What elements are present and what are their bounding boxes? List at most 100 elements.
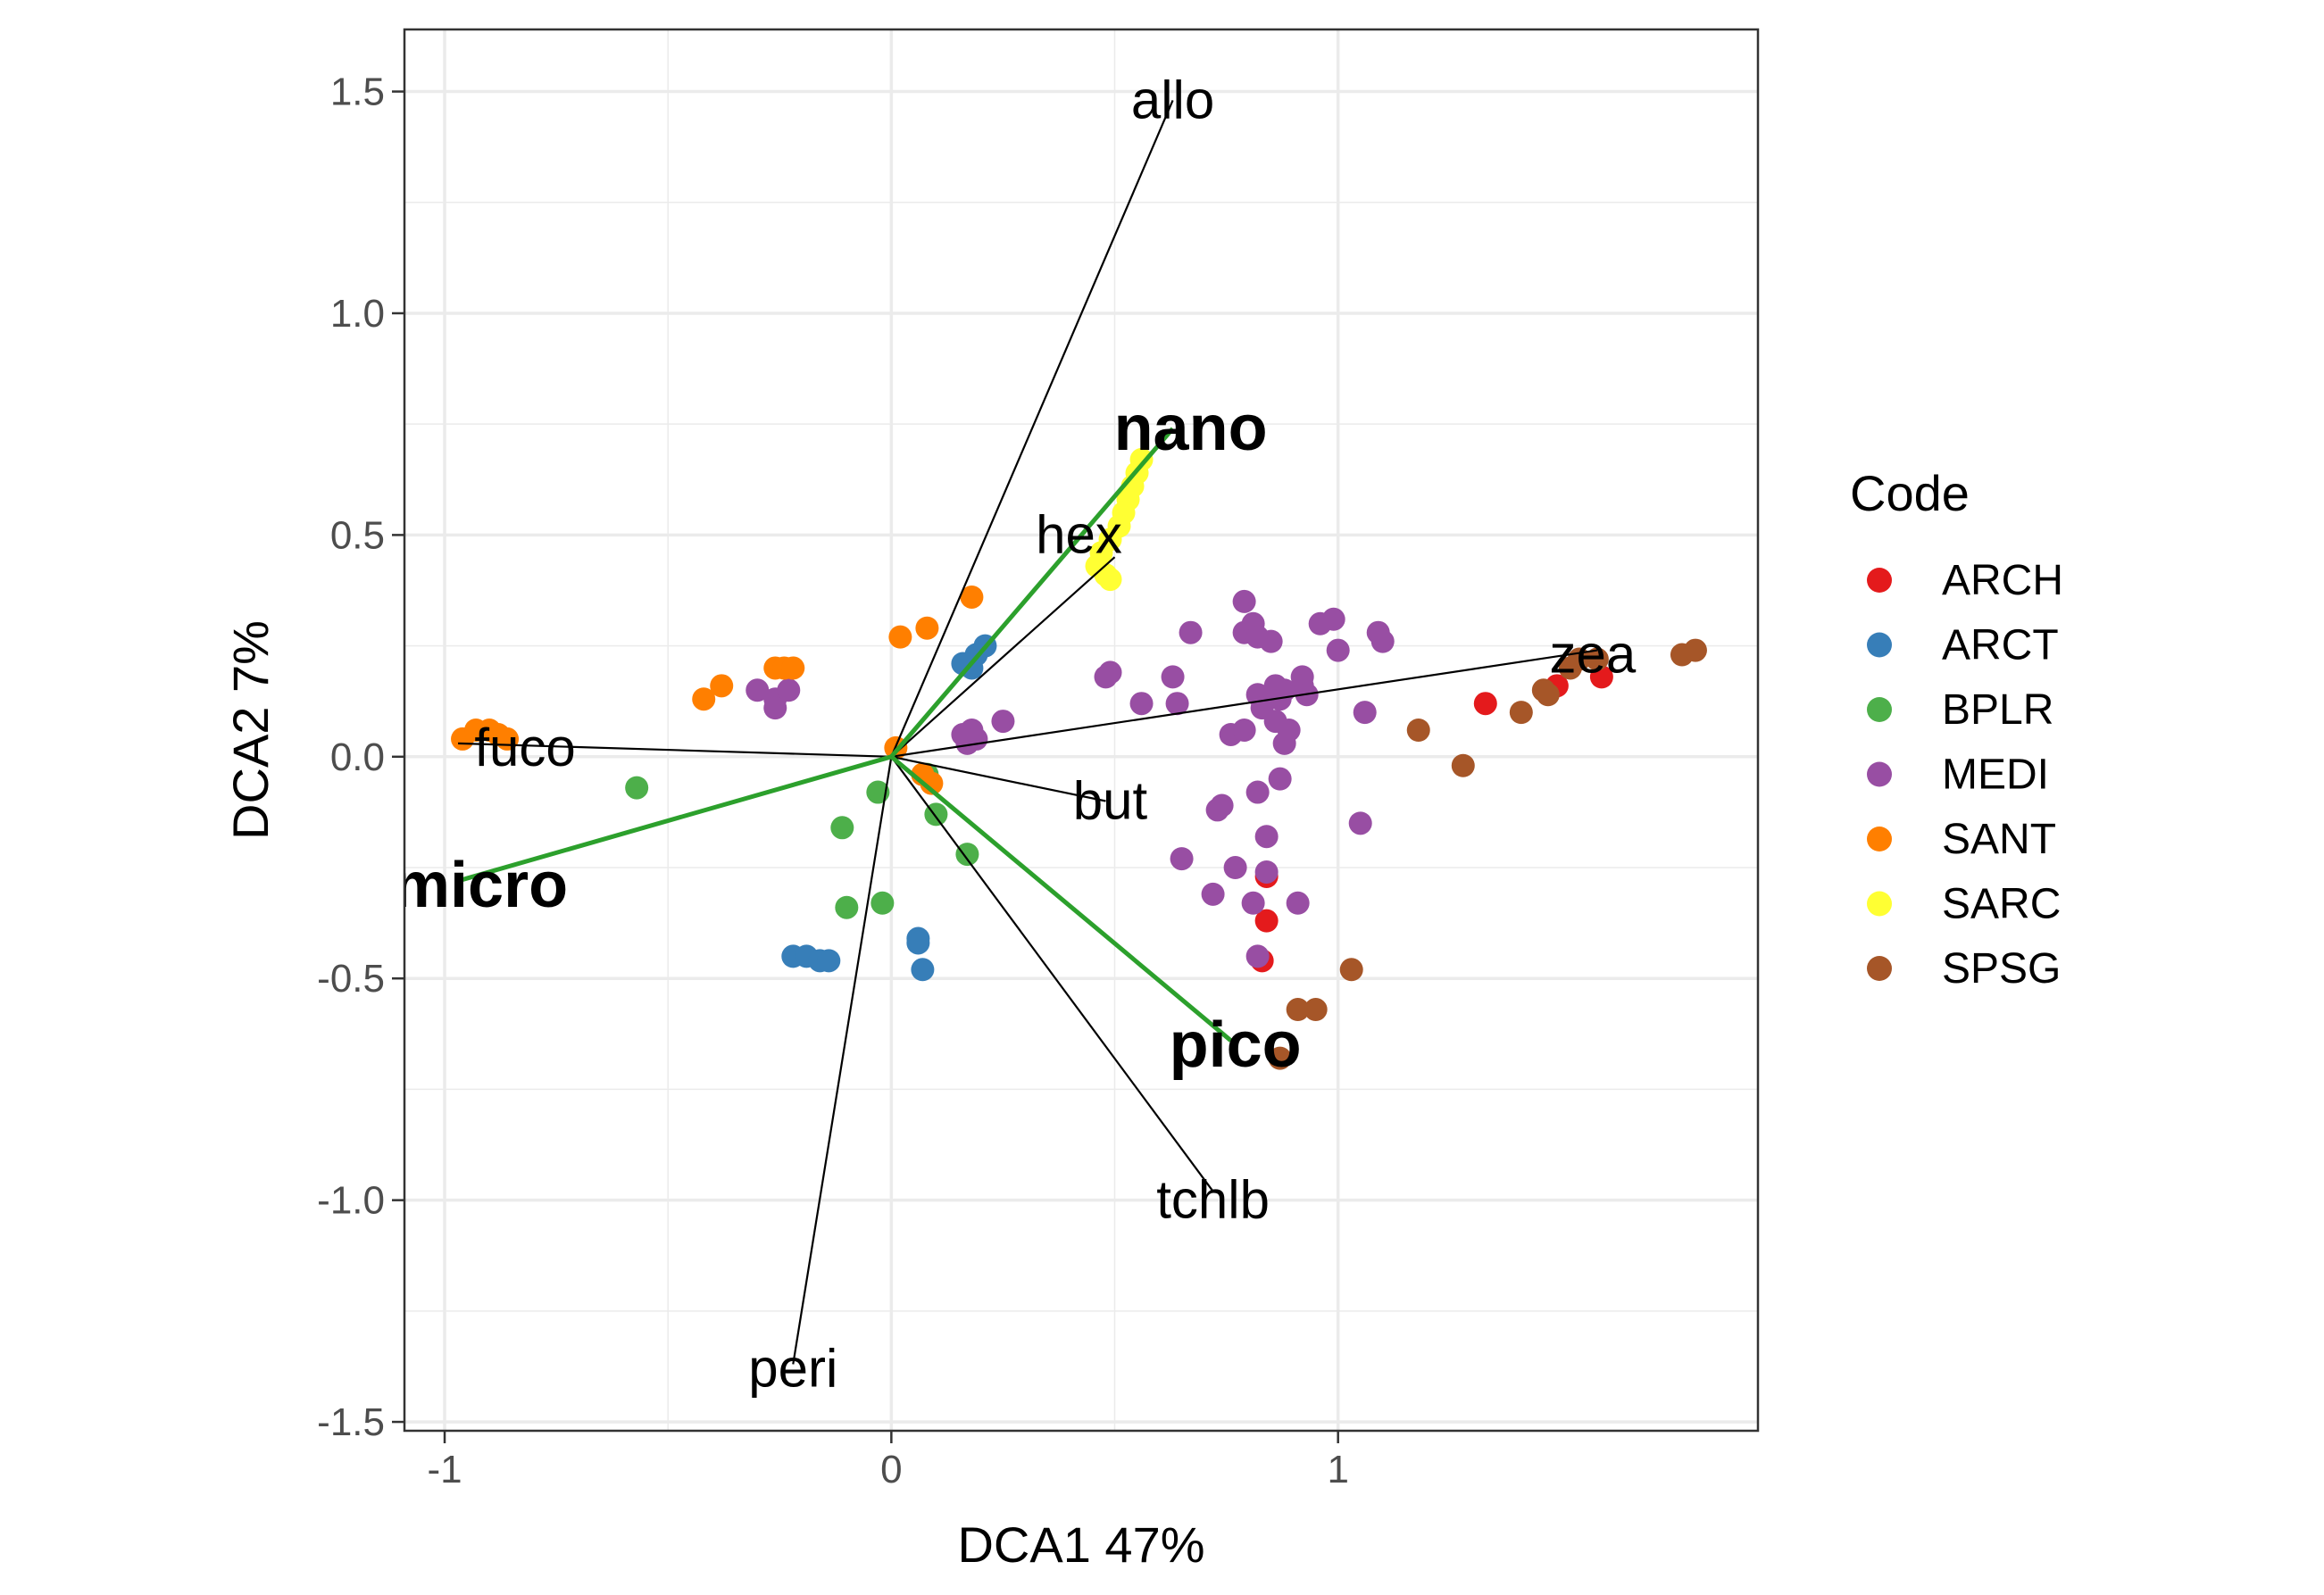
- legend-key-medi: [1867, 761, 1892, 787]
- data-point-medi: [1277, 719, 1301, 742]
- legend-key-spsg: [1867, 956, 1892, 981]
- data-point-spsg: [1406, 719, 1430, 742]
- data-point-sarc: [1098, 568, 1122, 592]
- data-point-bplr: [870, 891, 895, 915]
- x-tick-label: 0: [880, 1448, 902, 1491]
- y-tick-label: -1.5: [317, 1400, 385, 1444]
- data-point-medi: [964, 727, 988, 751]
- data-point-medi: [1129, 692, 1154, 716]
- legend-key-arch: [1867, 568, 1892, 593]
- data-point-sant: [960, 585, 984, 609]
- pigment-vector-zea: [891, 649, 1598, 758]
- legend-title: Code: [1850, 465, 1970, 521]
- data-point-sant: [888, 625, 912, 649]
- pigment-label-fuco: fuco: [474, 718, 575, 777]
- data-point-medi: [763, 696, 787, 720]
- data-point-medi: [1232, 589, 1256, 613]
- size-class-label-nano: nano: [1114, 393, 1268, 464]
- pigment-label-tchlb: tchlb: [1156, 1170, 1270, 1230]
- data-point-spsg: [1339, 958, 1363, 982]
- legend-label-spsg: SPSG: [1942, 945, 2061, 993]
- legend-label-sant: SANT: [1942, 816, 2056, 863]
- legend-key-sant: [1867, 827, 1892, 851]
- data-point-medi: [991, 710, 1015, 734]
- data-point-spsg: [1304, 998, 1328, 1022]
- data-point-bplr: [625, 776, 649, 800]
- data-point-arct: [911, 958, 935, 982]
- pigment-vector-tchlb: [890, 756, 1214, 1192]
- y-tick-label: 0.5: [330, 513, 385, 557]
- data-point-bplr: [835, 895, 859, 919]
- data-point-medi: [1241, 891, 1265, 915]
- size-class-vector-pico: [889, 754, 1233, 1043]
- data-point-medi: [1245, 780, 1270, 804]
- data-point-arch: [1473, 692, 1497, 716]
- data-point-medi: [1232, 719, 1256, 742]
- data-point-sant: [710, 674, 734, 698]
- legend-label-arch: ARCH: [1942, 557, 2063, 604]
- y-tick-label: 1.5: [330, 71, 385, 114]
- data-point-medi: [777, 678, 801, 702]
- data-point-medi: [1286, 891, 1310, 915]
- size-class-label-pico: pico: [1170, 1009, 1302, 1081]
- data-point-medi: [1161, 665, 1185, 689]
- legend-key-arct: [1867, 632, 1892, 658]
- data-point-medi: [1321, 607, 1345, 631]
- data-point-bplr: [955, 843, 979, 867]
- y-tick-label: 1.0: [330, 292, 385, 336]
- data-point-spsg: [1286, 998, 1310, 1022]
- legend: Code ARCH ARCT BPLR MEDI SANT SARC SPSG: [1850, 465, 2063, 993]
- x-tick-label: -1: [427, 1448, 462, 1491]
- vector-labels: allo hex fuco but zea tchlb peri nano micro pico: [393, 70, 1637, 1398]
- pigment-vector-hex: [890, 556, 1116, 758]
- x-axis-title: DCA1 47%: [957, 1516, 1204, 1573]
- legend-label-bplr: BPLR: [1942, 686, 2053, 734]
- pigment-vector-peri: [792, 756, 893, 1365]
- data-point-medi: [1179, 620, 1203, 644]
- data-point-medi: [1223, 856, 1247, 880]
- legend-label-medi: MEDI: [1942, 752, 2049, 799]
- pigment-label-peri: peri: [748, 1338, 837, 1398]
- data-point-arch: [1254, 909, 1279, 933]
- pigment-label-allo: allo: [1131, 70, 1214, 129]
- data-point-medi: [1254, 860, 1279, 884]
- y-tick-label: -1.0: [317, 1179, 385, 1223]
- y-tick-label: 0.0: [330, 735, 385, 779]
- data-point-medi: [1254, 825, 1279, 849]
- data-point-medi: [1326, 638, 1350, 662]
- pigment-vector-allo: [890, 100, 1174, 758]
- data-point-sant: [692, 687, 716, 711]
- data-point-spsg: [1683, 638, 1707, 662]
- x-axis: -1 0 1: [427, 1431, 1349, 1491]
- data-point-medi: [1353, 701, 1377, 725]
- sample-points: [451, 447, 1707, 1070]
- pigment-label-hex: hex: [1036, 504, 1122, 564]
- legend-key-sarc: [1867, 891, 1892, 917]
- data-point-spsg: [1585, 647, 1609, 671]
- data-point-medi: [1370, 629, 1395, 653]
- panel-border: [403, 28, 1760, 1433]
- data-point-spsg: [1536, 683, 1560, 707]
- data-point-spsg: [1268, 1046, 1292, 1070]
- data-point-medi: [1201, 882, 1225, 906]
- pigment-vector-fuco: [458, 742, 892, 758]
- data-point-medi: [746, 678, 770, 702]
- data-point-medi: [1259, 629, 1283, 653]
- loading-vectors: [457, 100, 1598, 1365]
- size-class-label-micro: micro: [393, 850, 568, 921]
- data-point-medi: [1268, 767, 1292, 791]
- y-tick-label: -0.5: [317, 957, 385, 1001]
- data-point-medi: [1098, 660, 1122, 685]
- data-point-arct: [817, 949, 841, 973]
- x-tick-label: 1: [1327, 1448, 1348, 1491]
- data-point-arct: [906, 931, 930, 955]
- data-point-spsg: [1451, 753, 1475, 777]
- y-axis-title: DCA2 7%: [222, 620, 279, 840]
- panel-background: [404, 29, 1758, 1431]
- data-point-medi: [1165, 692, 1189, 716]
- data-point-medi: [1348, 811, 1372, 835]
- minor-gridlines: [404, 29, 1758, 1431]
- data-point-sant: [781, 656, 805, 680]
- legend-label-arct: ARCT: [1942, 622, 2059, 669]
